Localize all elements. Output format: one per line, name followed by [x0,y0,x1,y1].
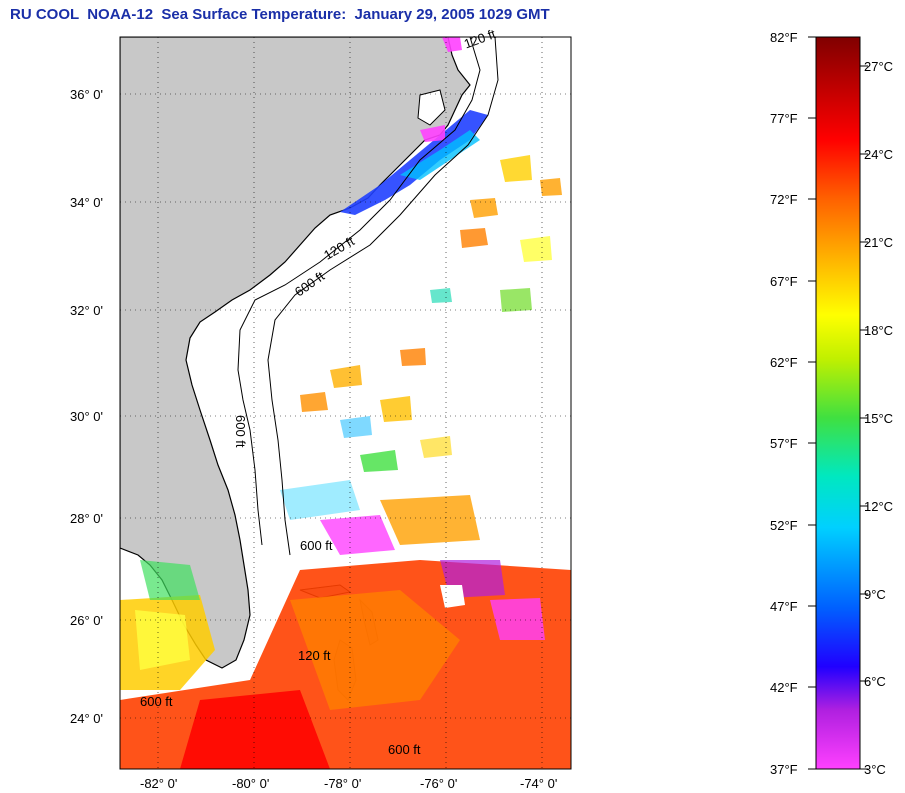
cold-shelf-water [340,110,488,215]
color-scale-bar [815,36,861,770]
fahrenheit-label: 37°F [770,762,798,777]
colorbar-ticks [808,36,868,770]
fahrenheit-label: 77°F [770,111,798,126]
lat-label: 36° 0' [70,87,103,102]
contour-label: 600 ft [300,538,333,553]
depth-contour-120ft [237,37,481,546]
fahrenheit-label: 82°F [770,30,798,45]
lat-label: 24° 0' [70,711,103,726]
fahrenheit-label: 62°F [770,355,798,370]
fahrenheit-label: 67°F [770,274,798,289]
celsius-label: 21°C [864,235,893,250]
lat-label: 26° 0' [70,613,103,628]
lat-label: 30° 0' [70,409,103,424]
contour-label: 600 ft [233,415,248,448]
lon-label: -74° 0' [520,776,557,791]
fahrenheit-label: 52°F [770,518,798,533]
lat-label: 32° 0' [70,303,103,318]
lat-label: 34° 0' [70,195,103,210]
fahrenheit-label: 72°F [770,192,798,207]
fahrenheit-label: 47°F [770,599,798,614]
lon-label: -80° 0' [232,776,269,791]
sound-area [417,89,446,126]
celsius-label: 24°C [864,147,893,162]
celsius-label: 27°C [864,59,893,74]
lon-label: -76° 0' [420,776,457,791]
lon-label: -82° 0' [140,776,177,791]
lon-label: -78° 0' [324,776,361,791]
celsius-label: 15°C [864,411,893,426]
celsius-label: 3°C [864,762,886,777]
celsius-label: 9°C [864,587,886,602]
map-border [119,36,572,770]
contour-label: 600 ft [140,694,173,709]
celsius-label: 6°C [864,674,886,689]
lat-label: 28° 0' [70,511,103,526]
fahrenheit-label: 57°F [770,436,798,451]
depth-contour-600ft [267,37,499,556]
lat-lon-grid [120,37,571,769]
celsius-label: 18°C [864,323,893,338]
contour-label: 120 ft [298,648,331,663]
celsius-label: 12°C [864,499,893,514]
contour-label: 600 ft [388,742,421,757]
fahrenheit-label: 42°F [770,680,798,695]
map-title: RU COOL NOAA-12 Sea Surface Temperature:… [10,6,550,23]
